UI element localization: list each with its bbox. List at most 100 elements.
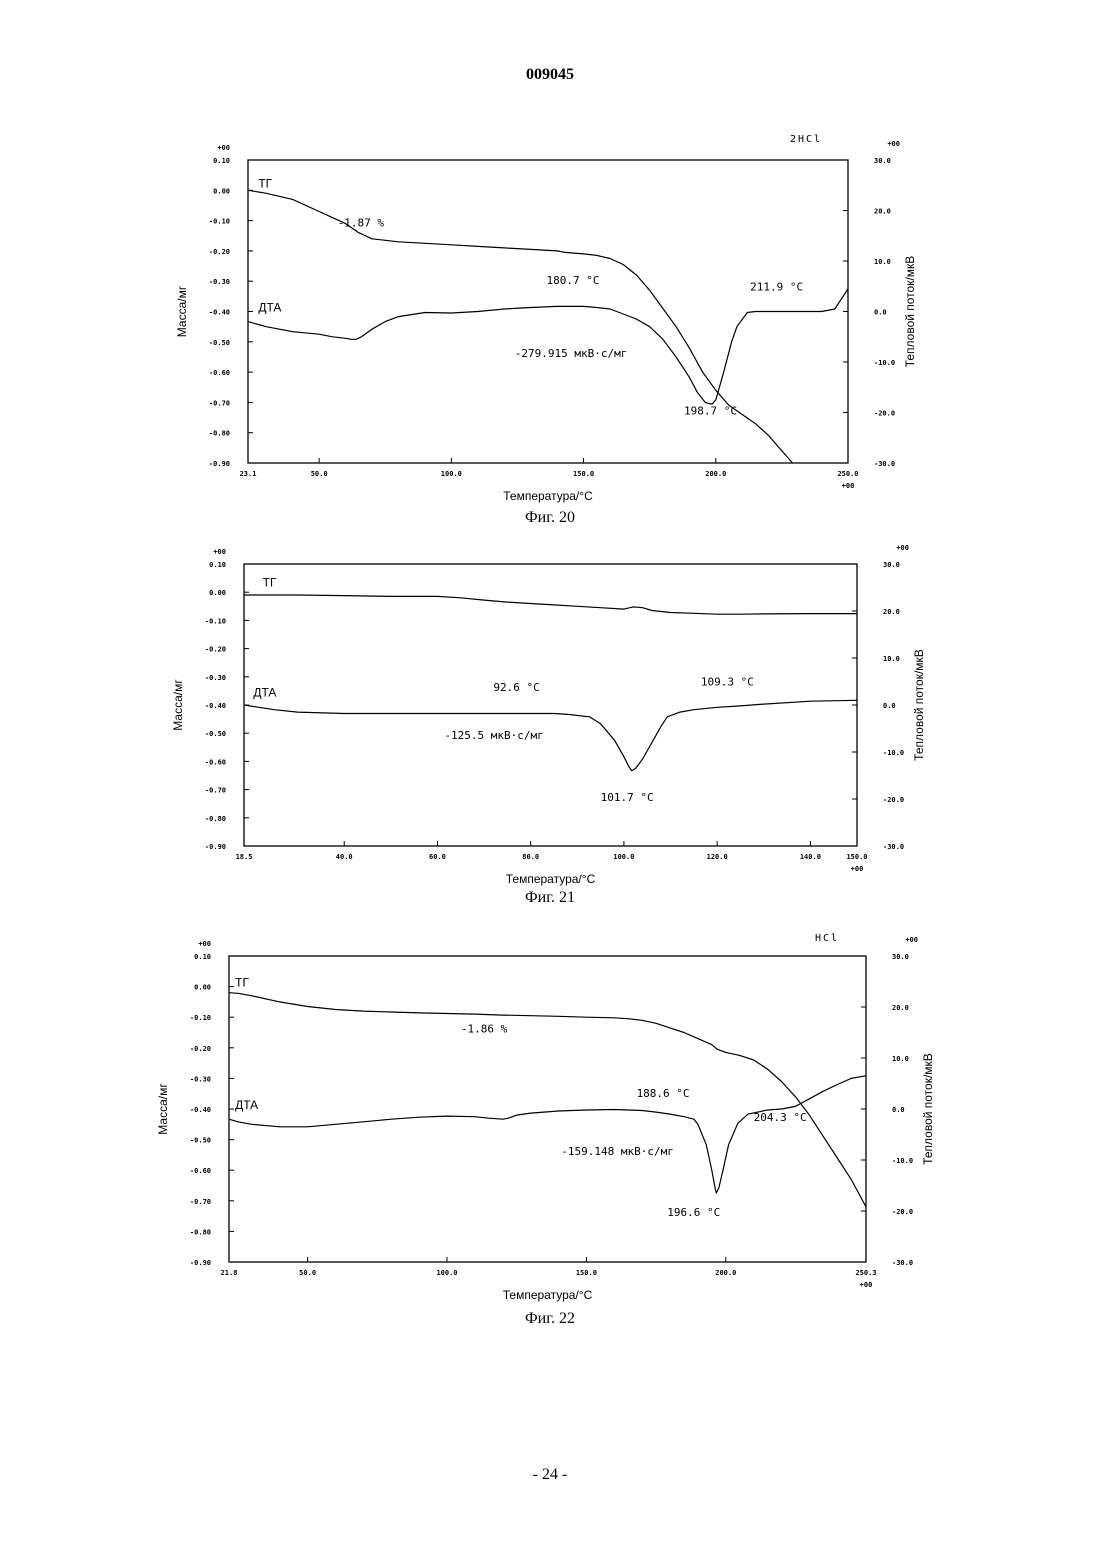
- left-exponent-label: +00: [198, 940, 211, 948]
- right-tick-label: 10.0: [874, 258, 891, 266]
- left-tick-label: -0.40: [190, 1106, 211, 1114]
- right-tick-label: -10.0: [874, 359, 895, 367]
- series-label: ДТА: [253, 686, 276, 700]
- left-tick-label: -0.20: [209, 248, 230, 256]
- left-tick-label: -0.50: [209, 339, 230, 347]
- left-axis-title: Масса/мг: [171, 679, 185, 731]
- left-tick-label: -0.90: [190, 1259, 211, 1267]
- figure-20: 0.100.00-0.10-0.20-0.30-0.40-0.50-0.60-0…: [0, 130, 1100, 530]
- figure-21: 0.100.00-0.10-0.20-0.30-0.40-0.50-0.60-0…: [0, 540, 1100, 920]
- x-tick-label: 40.0: [336, 853, 353, 861]
- right-tick-label: 10.0: [892, 1055, 909, 1063]
- left-tick-label: 0.10: [194, 953, 211, 961]
- annotation-label: 101.7 °C: [601, 791, 654, 804]
- series-line-dta: [244, 700, 857, 771]
- annotation-label: 92.6 °C: [493, 681, 539, 694]
- right-tick-label: -30.0: [874, 460, 895, 468]
- plot-frame: [244, 564, 857, 846]
- right-exponent-label: +00: [905, 936, 918, 944]
- chart-fig21-svg: 0.100.00-0.10-0.20-0.30-0.40-0.50-0.60-0…: [0, 540, 1100, 920]
- annotation-label: 198.7 °C: [684, 405, 737, 418]
- left-axis-title: Масса/мг: [156, 1083, 170, 1135]
- left-tick-label: 0.00: [194, 984, 211, 992]
- x-tick-label: 50.0: [311, 470, 328, 478]
- x-tick-label: 50.0: [299, 1269, 316, 1277]
- x-tick-label: 21.8: [221, 1269, 238, 1277]
- left-tick-label: -0.90: [205, 843, 226, 851]
- right-tick-label: -20.0: [874, 410, 895, 418]
- left-exponent-label: +00: [213, 548, 226, 556]
- sample-label: HCl: [815, 933, 839, 944]
- left-tick-label: -0.20: [190, 1045, 211, 1053]
- x-tick-label: 150.0: [576, 1269, 597, 1277]
- left-tick-label: -0.80: [190, 1228, 211, 1236]
- x-tick-label: 250.0: [837, 470, 858, 478]
- right-tick-label: -30.0: [883, 843, 904, 851]
- document-number: 009045: [0, 66, 1100, 84]
- left-tick-label: -0.30: [190, 1075, 211, 1083]
- left-tick-label: -0.30: [205, 674, 226, 682]
- right-tick-label: 20.0: [874, 208, 891, 216]
- figure-caption: Фиг. 20: [525, 509, 575, 526]
- x-exponent-label: +00: [860, 1281, 873, 1289]
- x-tick-label: 100.0: [441, 470, 462, 478]
- x-tick-label: 140.0: [800, 853, 821, 861]
- right-axis-title: Тепловой поток/мкВ: [921, 1053, 935, 1165]
- right-tick-label: 0.0: [883, 702, 896, 710]
- x-exponent-label: +00: [842, 482, 855, 490]
- left-tick-label: -0.70: [205, 787, 226, 795]
- left-tick-label: 0.00: [209, 589, 226, 597]
- left-exponent-label: +00: [217, 144, 230, 152]
- series-label: ДТА: [258, 301, 281, 315]
- x-axis-title: Температура/°C: [506, 872, 596, 886]
- right-tick-label: 20.0: [892, 1004, 909, 1012]
- left-tick-label: -0.40: [209, 309, 230, 317]
- series-label: ДТА: [235, 1098, 258, 1112]
- left-tick-label: -0.50: [205, 730, 226, 738]
- right-tick-label: 30.0: [892, 953, 909, 961]
- x-tick-label: 18.5: [236, 853, 253, 861]
- left-tick-label: -0.80: [205, 815, 226, 823]
- annotation-label: 204.3 °C: [754, 1111, 807, 1124]
- x-axis-title: Температура/°C: [503, 1288, 593, 1302]
- x-tick-label: 200.0: [715, 1269, 736, 1277]
- right-tick-label: -20.0: [892, 1208, 913, 1216]
- left-tick-label: -0.80: [209, 430, 230, 438]
- annotation-label: -159.148 мкВ·с/мг: [561, 1145, 674, 1158]
- right-exponent-label: +00: [896, 544, 909, 552]
- right-tick-label: 30.0: [874, 157, 891, 165]
- chart-fig22-svg: 0.10 0.00 -0.10 -0.20 -0.30 -0.40 -0.50 -0.60 -0…: [0, 925, 1100, 1345]
- left-tick-label: -0.10: [190, 1014, 211, 1022]
- x-tick-label: 250.3: [855, 1269, 876, 1277]
- annotation-label: 180.7 °C: [547, 274, 600, 287]
- left-tick-label: -0.50: [190, 1137, 211, 1145]
- right-axis-title: Тепловой поток/мкВ: [903, 256, 917, 368]
- left-tick-label: -0.40: [205, 702, 226, 710]
- annotation-label: 109.3 °C: [701, 675, 754, 688]
- series-label: ТГ: [235, 976, 249, 990]
- series-line-tg: [248, 190, 793, 463]
- annotation-label: 188.6 °C: [637, 1087, 690, 1100]
- x-exponent-label: +00: [851, 865, 864, 873]
- left-tick-label: 0.00: [213, 187, 230, 195]
- left-tick-label: 0.10: [209, 561, 226, 569]
- annotation-label: 196.6 °C: [667, 1206, 720, 1219]
- page-number: - 24 -: [0, 1466, 1100, 1484]
- annotation-label: -279.915 мкВ·с/мг: [515, 347, 628, 360]
- left-axis-title: Масса/мг: [175, 285, 189, 337]
- x-tick-label: 100.0: [613, 853, 634, 861]
- figure-22: 0.10 0.00 -0.10 -0.20 -0.30 -0.40 -0.50 -0.60 -0…: [0, 925, 1100, 1345]
- left-tick-label: -0.70: [209, 399, 230, 407]
- figure-caption: Фиг. 22: [525, 1310, 575, 1327]
- right-tick-label: -20.0: [883, 796, 904, 804]
- x-tick-label: 200.0: [705, 470, 726, 478]
- sample-label: 2HCl: [790, 134, 822, 145]
- right-tick-label: -30.0: [892, 1259, 913, 1267]
- left-tick-label: -0.60: [190, 1167, 211, 1175]
- left-tick-label: -0.70: [190, 1198, 211, 1206]
- left-tick-label: -0.60: [209, 369, 230, 377]
- series-line-dta: [229, 1076, 866, 1193]
- plot-frame: [229, 956, 866, 1262]
- annotation-label: -1.87 %: [338, 217, 385, 230]
- series-label: ТГ: [258, 176, 272, 190]
